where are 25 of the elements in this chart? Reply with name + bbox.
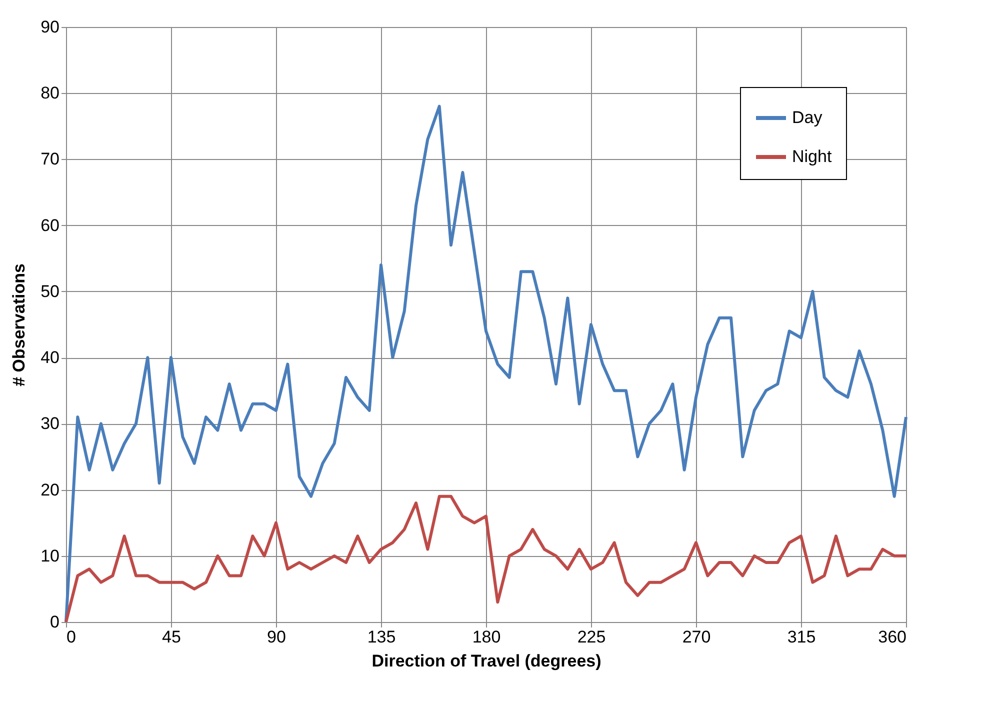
x-tick-label: 270 (682, 628, 711, 646)
y-tick-label: 60 (40, 216, 60, 235)
x-tick-label: 225 (577, 628, 606, 646)
legend-label: Day (792, 108, 823, 127)
line-series (64, 494, 908, 624)
y-axis-title: # Observations (10, 264, 29, 386)
y-tick-label: 70 (40, 150, 60, 169)
y-tick-label: 0 (50, 612, 60, 632)
line-series (64, 104, 908, 624)
x-tick-label: 360 (878, 628, 906, 646)
x-tick-label: 135 (367, 628, 396, 646)
y-tick-label: 50 (40, 282, 60, 301)
x-tick-label: 45 (162, 628, 181, 646)
y-tick-label: 40 (40, 348, 60, 368)
y-tick-label: 20 (40, 480, 60, 500)
legend-label: Night (792, 147, 832, 166)
y-tick-label: 80 (40, 84, 60, 103)
y-tick-label: 90 (40, 18, 60, 36)
x-axis-title: Direction of Travel (degrees) (372, 652, 602, 670)
y-tick-label: 10 (40, 546, 60, 566)
x-tick-label: 0 (66, 628, 76, 646)
y-tick-label: 30 (40, 414, 60, 434)
x-tick-label: 90 (267, 628, 286, 646)
x-tick-label: 315 (787, 628, 816, 646)
x-tick-label: 180 (472, 628, 501, 646)
